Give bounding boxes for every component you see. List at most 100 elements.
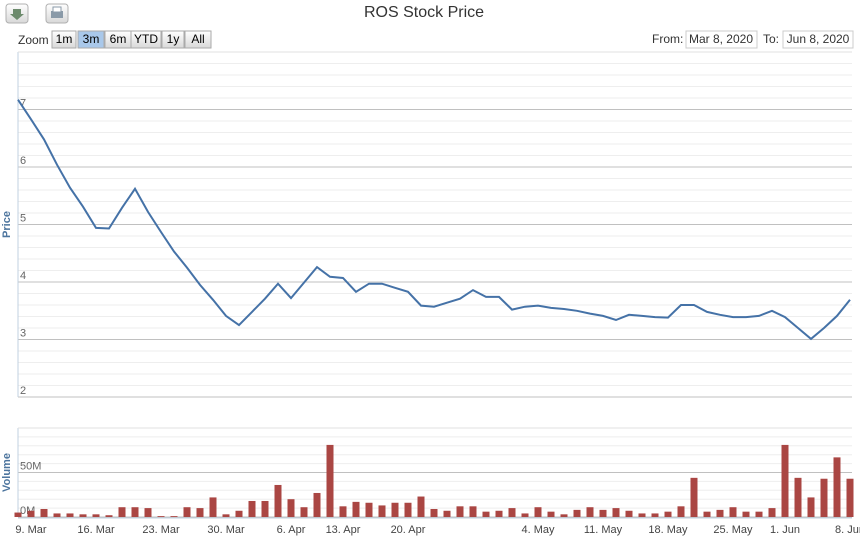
volume-bar bbox=[235, 510, 243, 517]
volume-bar bbox=[378, 505, 386, 517]
range-button-label: 3m bbox=[83, 32, 100, 46]
range-button[interactable] bbox=[130, 30, 162, 49]
zoom-label: Zoom bbox=[18, 33, 49, 47]
x-tick-label: 23. Mar bbox=[142, 524, 180, 536]
volume-bar bbox=[352, 501, 360, 517]
volume-bar bbox=[430, 508, 438, 517]
from-label: From: bbox=[652, 32, 683, 46]
volume-bar bbox=[157, 516, 165, 517]
volume-bar bbox=[651, 513, 659, 517]
volume-bar bbox=[14, 512, 22, 517]
volume-bar bbox=[196, 508, 204, 517]
volume-bar bbox=[339, 506, 347, 517]
volume-bar bbox=[404, 502, 412, 517]
y-tick-label: 2 bbox=[20, 385, 26, 397]
volume-bar bbox=[495, 510, 503, 517]
to-input[interactable] bbox=[782, 30, 854, 49]
volume-bar bbox=[66, 513, 74, 517]
volume-bar bbox=[638, 513, 646, 517]
volume-bar bbox=[508, 508, 516, 517]
volume-bar bbox=[391, 502, 399, 517]
volume-bar bbox=[118, 507, 126, 517]
range-button[interactable] bbox=[184, 30, 212, 49]
volume-bar bbox=[222, 514, 230, 517]
volume-bar bbox=[105, 515, 113, 517]
volume-bar bbox=[417, 496, 425, 517]
volume-bar bbox=[274, 484, 282, 517]
y-tick-label: 50M bbox=[20, 460, 41, 472]
volume-bar bbox=[183, 507, 191, 517]
volume-bar bbox=[456, 506, 464, 517]
volume-bar bbox=[807, 497, 815, 517]
volume-bar bbox=[586, 507, 594, 517]
volume-bar bbox=[365, 502, 373, 517]
volume-bar bbox=[326, 444, 334, 517]
range-button-label: 1y bbox=[167, 32, 180, 46]
volume-bar bbox=[469, 506, 477, 517]
to-label: To: bbox=[763, 32, 779, 46]
x-tick-label: 18. May bbox=[648, 524, 688, 536]
range-button-label: 6m bbox=[110, 32, 127, 46]
volume-bar bbox=[300, 507, 308, 517]
x-tick-label: 1. Jun bbox=[770, 524, 800, 536]
volume-bar bbox=[443, 510, 451, 517]
x-tick-label: 9. Mar bbox=[15, 524, 47, 536]
x-tick-label: 25. May bbox=[713, 524, 753, 536]
volume-bar bbox=[248, 500, 256, 517]
volume-bar bbox=[820, 478, 828, 517]
volume-bar bbox=[729, 507, 737, 517]
volume-bar bbox=[482, 511, 490, 517]
volume-bar bbox=[40, 508, 48, 517]
volume-bar bbox=[560, 514, 568, 517]
volume-bar bbox=[833, 457, 841, 517]
y-tick-label: 4 bbox=[20, 270, 26, 282]
volume-bar bbox=[625, 510, 633, 517]
range-button-label: 1m bbox=[56, 32, 73, 46]
volume-bar bbox=[27, 510, 35, 517]
chart-title: ROS Stock Price bbox=[364, 4, 484, 21]
volume-bar bbox=[781, 444, 789, 517]
x-tick-label: 13. Apr bbox=[326, 524, 361, 536]
volume-bar bbox=[521, 513, 529, 517]
range-button-label: All bbox=[191, 32, 204, 46]
range-button[interactable] bbox=[161, 30, 185, 49]
x-tick-label: 4. May bbox=[521, 524, 555, 536]
y-tick-label: 7 bbox=[20, 97, 26, 109]
to-date: Jun 8, 2020 bbox=[787, 32, 850, 46]
volume-bar bbox=[794, 477, 802, 517]
x-tick-label: 30. Mar bbox=[207, 524, 245, 536]
volume-bar bbox=[677, 506, 685, 517]
y-axis-title: Price bbox=[1, 211, 13, 238]
range-button[interactable] bbox=[77, 30, 105, 49]
y-tick-label: 5 bbox=[20, 212, 26, 224]
volume-bar bbox=[287, 499, 295, 517]
volume-bar bbox=[92, 514, 100, 517]
volume-bar bbox=[79, 514, 87, 517]
range-button-label: YTD bbox=[134, 32, 158, 46]
export-button[interactable] bbox=[5, 3, 29, 24]
volume-bar bbox=[131, 507, 139, 517]
x-tick-label: 20. Apr bbox=[391, 524, 426, 536]
volume-bar bbox=[742, 511, 750, 517]
volume-bar bbox=[716, 509, 724, 517]
volume-bar bbox=[534, 507, 542, 517]
from-input[interactable] bbox=[685, 30, 758, 49]
volume-bar bbox=[547, 511, 555, 517]
volume-bar bbox=[755, 511, 763, 517]
y-tick-label: 6 bbox=[20, 155, 26, 167]
range-button[interactable] bbox=[51, 30, 77, 49]
price-line bbox=[17, 99, 851, 341]
volume-bar bbox=[209, 497, 217, 517]
volume-bar bbox=[664, 511, 672, 517]
volume-bar bbox=[612, 508, 620, 517]
print-button[interactable] bbox=[45, 3, 69, 24]
x-tick-label: 8. Jun bbox=[835, 524, 860, 536]
volume-bar bbox=[53, 513, 61, 517]
y-axis-title: Volume bbox=[1, 453, 13, 492]
volume-bar bbox=[261, 500, 269, 517]
x-tick-label: 11. May bbox=[584, 524, 623, 536]
volume-bar bbox=[599, 509, 607, 517]
volume-bar bbox=[768, 508, 776, 517]
volume-bar bbox=[573, 509, 581, 517]
